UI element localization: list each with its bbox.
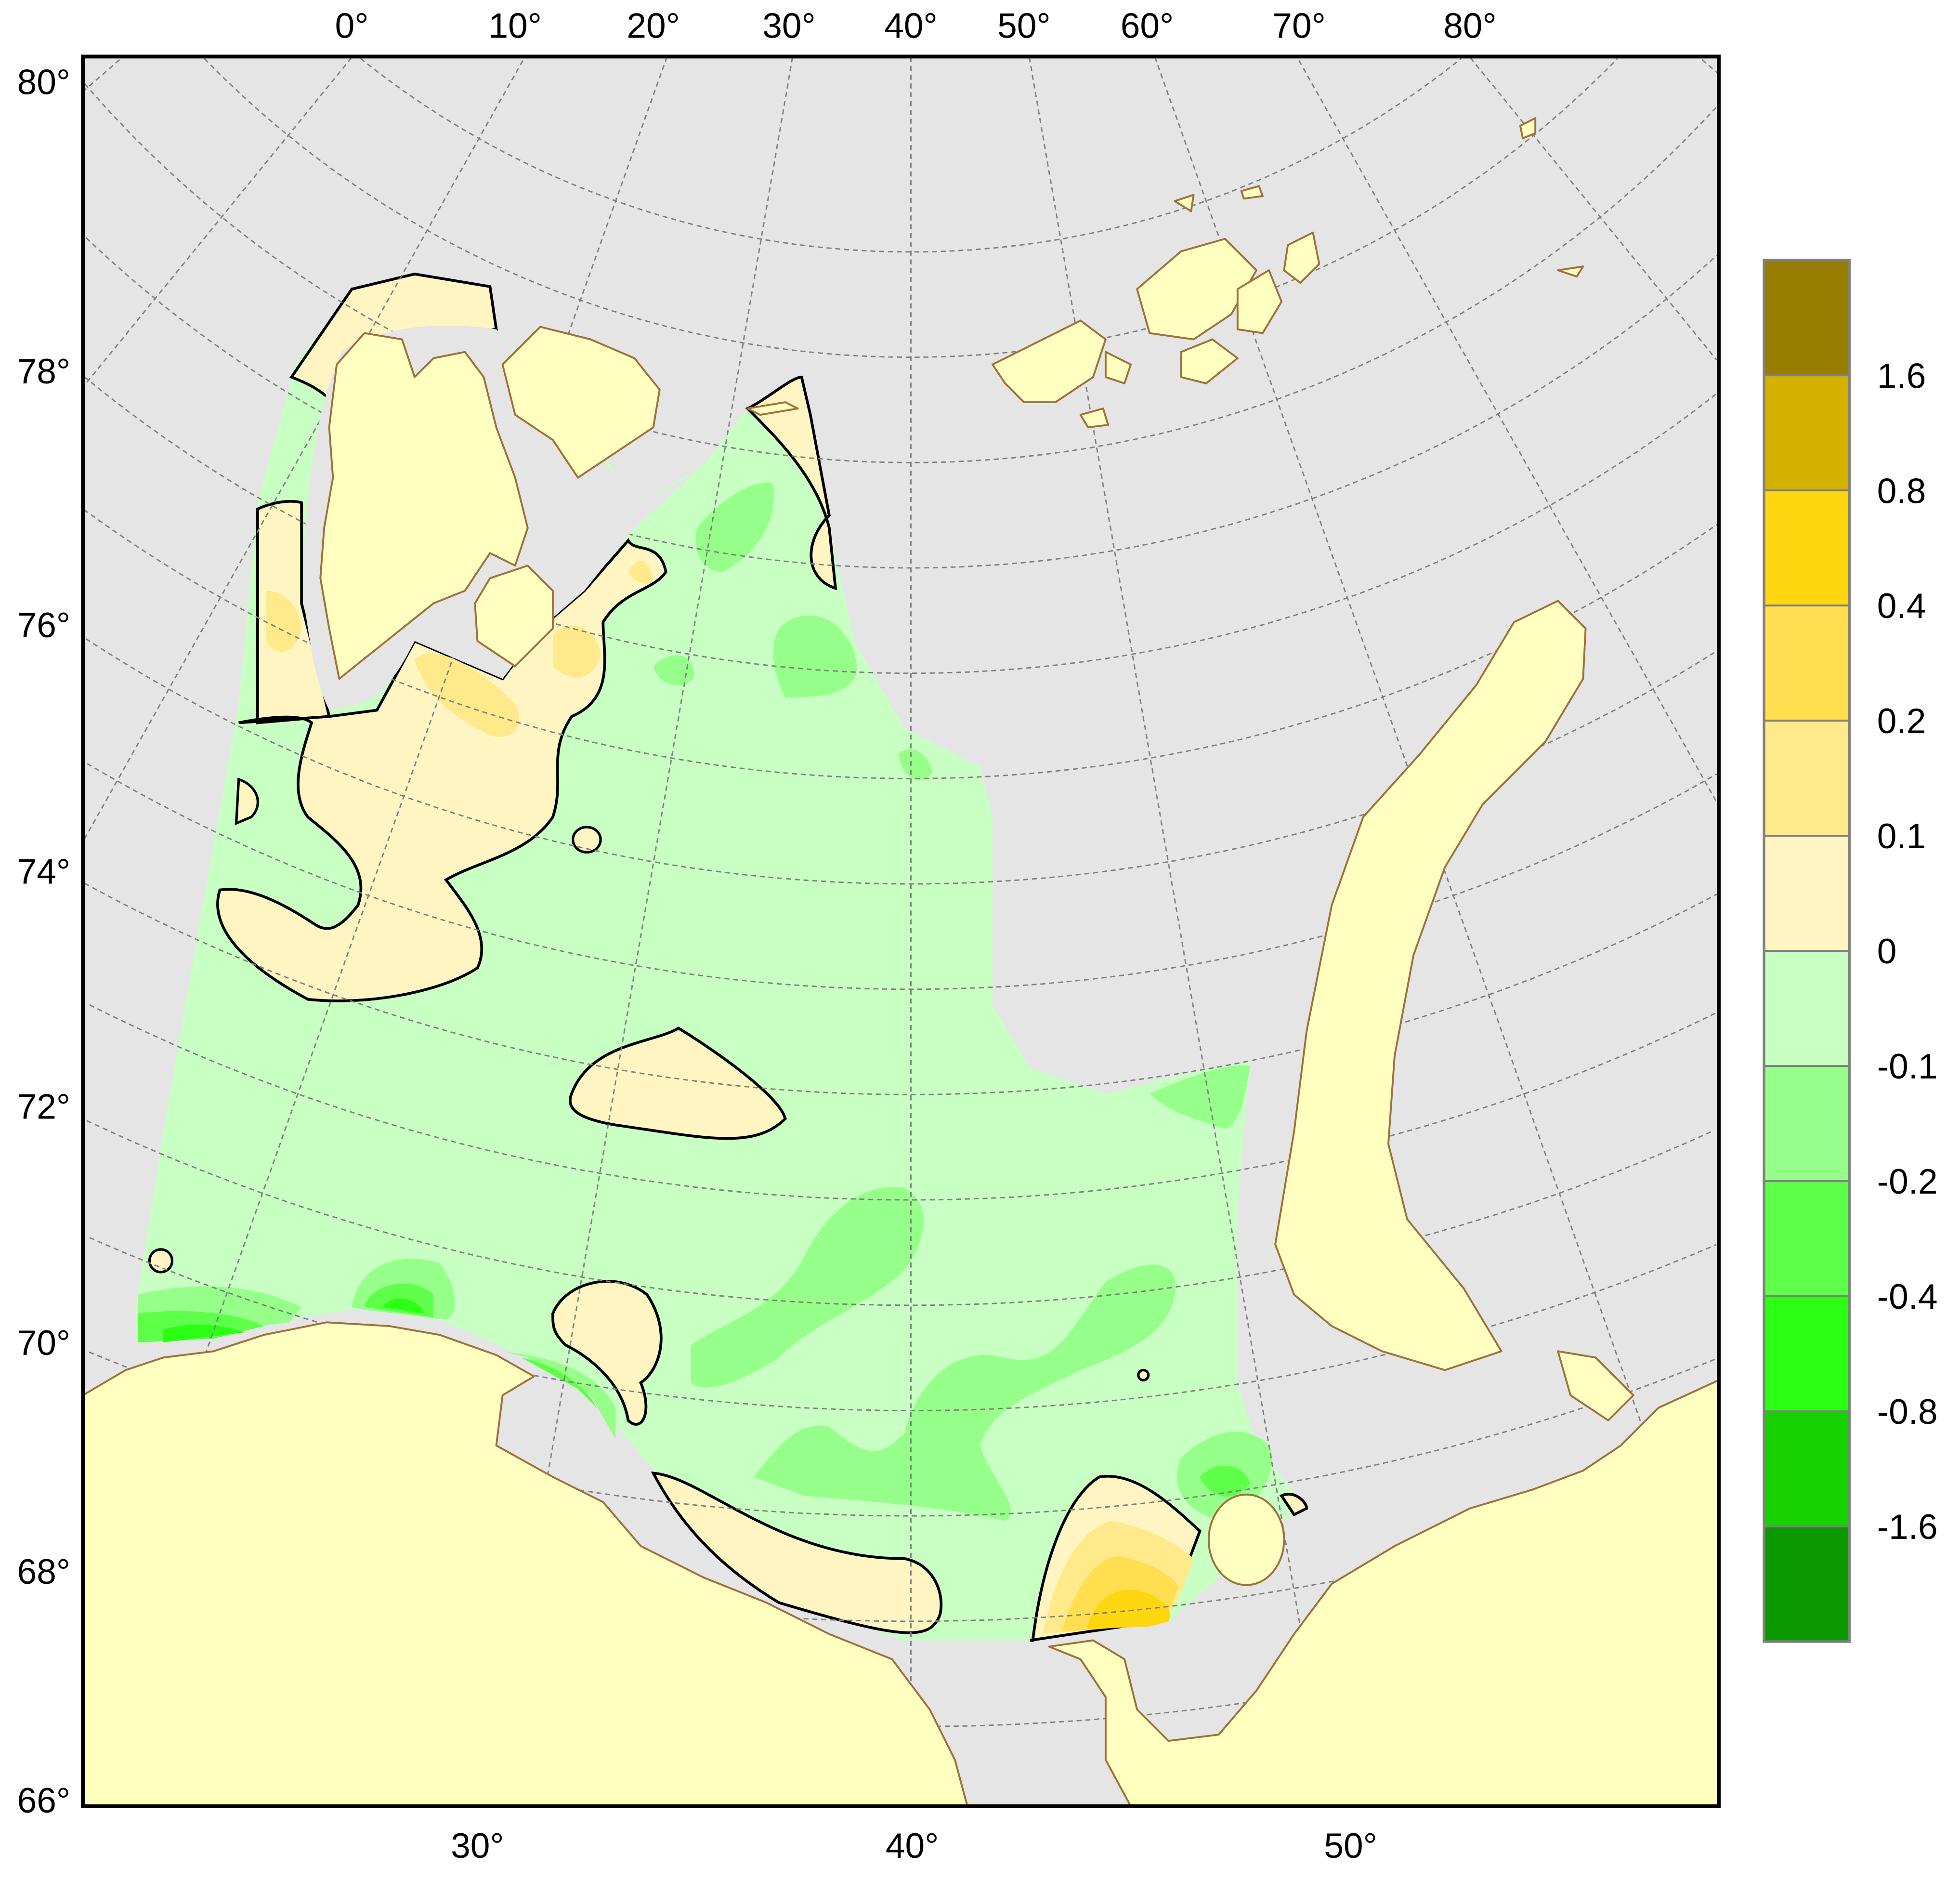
legend-swatch — [1763, 950, 1851, 1067]
tick-label: 72° — [17, 1088, 70, 1127]
land-edgeoya — [474, 565, 554, 668]
land-islet — [1240, 185, 1264, 200]
legend-swatch — [1763, 1295, 1851, 1413]
land-nordaustlandet — [501, 326, 661, 479]
parallel-line — [84, 882, 1718, 1095]
land-franz-josef-4 — [1283, 231, 1320, 284]
tick-label: 50° — [1324, 1827, 1377, 1866]
bottom-longitude-labels: 30° 40° 50° — [451, 1827, 1377, 1866]
tick-label: 0° — [335, 6, 369, 45]
legend-swatch — [1763, 605, 1851, 722]
legend-swatch — [1763, 374, 1851, 492]
land-islet — [1557, 265, 1584, 278]
legend-label: 0.8 — [1877, 472, 1926, 511]
tick-label: 70° — [1272, 6, 1325, 45]
land-vaygach-yugorsky — [1557, 1350, 1634, 1421]
land-franz-josef-5 — [1180, 338, 1239, 384]
tick-label: 30° — [451, 1827, 504, 1866]
meridian-line — [490, 57, 793, 1801]
land-franz-josef-1 — [992, 319, 1107, 404]
land-islet — [1104, 351, 1132, 384]
legend-label: -0.1 — [1877, 1047, 1938, 1086]
land-franz-josef-3 — [1236, 269, 1283, 334]
top-longitude-labels: 0° 10° 20° 30° 40° 50° 60° 70° 80° — [335, 6, 1497, 45]
land-kolguyev — [1207, 1493, 1285, 1586]
legend-border — [1763, 259, 1851, 1643]
parallel-line — [360, 58, 1462, 253]
parallel-line — [86, 1120, 1713, 1306]
land-novaya-zemlya — [1274, 600, 1587, 1371]
meridian-line — [1701, 59, 1719, 74]
color-legend: 1.6 0.8 0.4 0.2 0.1 0 -0.1 -0.2 -0.4 -0.8 -1.6 — [1763, 259, 1938, 1643]
legend-label: 1.6 — [1877, 356, 1926, 395]
tick-label: 68° — [17, 1552, 70, 1591]
tick-label: 40° — [886, 1827, 939, 1866]
legend-swatch — [1763, 835, 1851, 952]
meridian-line — [1298, 60, 1718, 804]
legend-swatch — [1763, 1525, 1851, 1643]
tick-label: 10° — [488, 6, 541, 45]
anomaly-plus-0.1-patches — [266, 591, 1194, 1634]
meridian-line — [83, 59, 120, 92]
legend-label: 0 — [1877, 932, 1897, 971]
land-islet — [1079, 408, 1110, 429]
legend-label: 0.1 — [1877, 817, 1926, 856]
parallel-line — [87, 763, 1717, 990]
land-svalbard — [319, 332, 529, 680]
land-islet — [1519, 117, 1537, 140]
tick-label: 76° — [17, 606, 70, 645]
legend-label: -1.6 — [1877, 1508, 1938, 1547]
tick-label: 66° — [17, 1781, 70, 1820]
land-kanin-east — [1048, 1379, 1719, 1806]
parallel-line — [89, 1351, 1716, 1517]
legend-swatch — [1763, 489, 1851, 607]
legend-label: 0.2 — [1877, 702, 1926, 741]
legend-swatch — [1763, 259, 1851, 377]
tick-label: 30° — [762, 6, 815, 45]
legend-swatch — [1763, 1180, 1851, 1298]
map-frame — [81, 54, 1721, 1808]
land — [83, 117, 1719, 1806]
land-islet — [1174, 194, 1195, 212]
tick-label: 74° — [17, 853, 70, 892]
left-latitude-labels: 80° 78° 76° 74° 72° 70° 68° 66° — [17, 63, 70, 1820]
legend-swatch — [1763, 720, 1851, 837]
tick-label: 60° — [1121, 6, 1174, 45]
tick-label: 78° — [17, 352, 70, 391]
tick-label: 70° — [17, 1324, 70, 1363]
land-kvitoya — [746, 401, 799, 416]
tick-label: 20° — [627, 6, 679, 45]
legend-swatch — [1763, 1410, 1851, 1528]
meridian-line — [1470, 57, 1717, 361]
tick-label: 80° — [17, 63, 70, 102]
legend-label: -0.2 — [1877, 1162, 1938, 1201]
legend-swatch — [1763, 1065, 1851, 1183]
tick-label: 50° — [997, 6, 1050, 45]
small-zero-contours — [148, 777, 1150, 1381]
land-mainland-south — [83, 1321, 968, 1806]
tick-label: 40° — [884, 6, 937, 45]
legend-label: -0.4 — [1877, 1277, 1938, 1316]
legend-label: -0.8 — [1877, 1393, 1938, 1432]
legend-label: 0.4 — [1877, 587, 1926, 626]
tick-label: 80° — [1443, 6, 1496, 45]
parallel-line — [204, 58, 1618, 358]
